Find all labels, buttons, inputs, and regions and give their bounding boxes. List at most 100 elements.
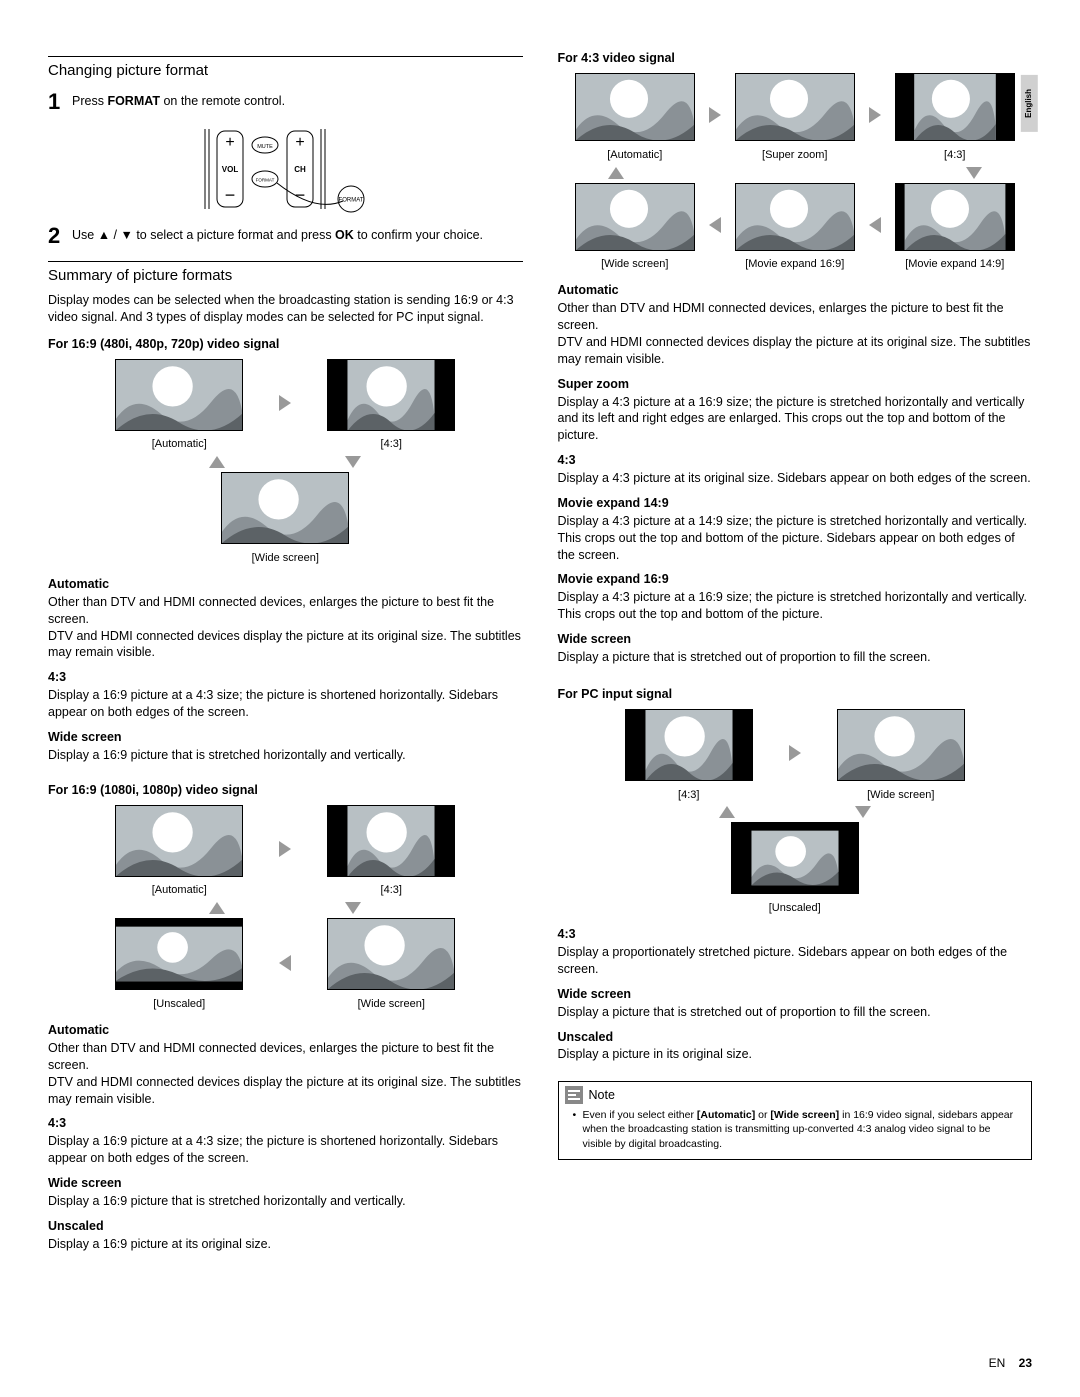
- sig3-cap-sz: [Super zoom]: [735, 148, 855, 163]
- format-description: Display a 16:9 picture at a 4:3 size; th…: [48, 1133, 523, 1167]
- arrow-left-icon: [279, 955, 291, 971]
- sig4-cap-wide: [Wide screen]: [837, 788, 965, 803]
- sig2-thumb-auto: [115, 805, 243, 877]
- arrow-right-icon: [789, 745, 801, 761]
- sig3-thumbs: [Automatic] [Super zoom] [4:3]: [558, 73, 1033, 272]
- sig3-cap-43: [4:3]: [895, 148, 1015, 163]
- svg-text:FORMAT: FORMAT: [256, 177, 275, 182]
- sig3-thumb-sz: [735, 73, 855, 141]
- heading-summary: Summary of picture formats: [48, 266, 523, 286]
- sig3-thumb-43: [895, 73, 1015, 141]
- sig3-thumb-wide: [575, 183, 695, 251]
- note-icon: [565, 1086, 583, 1104]
- format-description: Display a 16:9 picture that is stretched…: [48, 747, 523, 764]
- step-1: 1 Press FORMAT on the remote control.: [48, 87, 523, 117]
- step-1-format-key: FORMAT: [107, 94, 160, 108]
- sig3-thumb-me149: [895, 183, 1015, 251]
- format-name: Movie expand 16:9: [558, 571, 1033, 588]
- svg-text:−: −: [295, 185, 306, 205]
- arrow-left-icon: [869, 217, 881, 233]
- arrow-down-icon: [966, 167, 982, 179]
- language-tab: English: [1021, 75, 1038, 132]
- sig2-title: For 16:9 (1080i, 1080p) video signal: [48, 782, 523, 799]
- arrow-right-icon: [709, 107, 721, 123]
- format-description: Display a 16:9 picture at its original s…: [48, 1236, 523, 1253]
- heading-changing-format: Changing picture format: [48, 61, 523, 81]
- arrow-down-icon: [345, 456, 361, 468]
- sig2-thumb-43: [327, 805, 455, 877]
- format-name: Wide screen: [48, 1175, 523, 1192]
- page-content: Changing picture format 1 Press FORMAT o…: [0, 0, 1080, 1293]
- format-name: Automatic: [48, 1022, 523, 1039]
- page-footer: EN 23: [989, 1355, 1032, 1371]
- arrow-up-icon: [209, 456, 225, 468]
- format-name: 4:3: [48, 669, 523, 686]
- svg-text:+: +: [296, 134, 305, 151]
- svg-text:+: +: [226, 134, 235, 151]
- sig3-cap-auto: [Automatic]: [575, 148, 695, 163]
- sig4-thumb-43: [625, 709, 753, 781]
- sig2-cap-43: [4:3]: [327, 883, 455, 898]
- format-description: Other than DTV and HDMI connected device…: [48, 1040, 523, 1108]
- sig1-cap-43: [4:3]: [327, 437, 455, 452]
- sig2-thumb-wide: [327, 918, 455, 990]
- svg-text:VOL: VOL: [222, 165, 239, 174]
- format-description: Display a 16:9 picture at a 4:3 size; th…: [48, 687, 523, 721]
- format-description: Display a picture that is stretched out …: [558, 649, 1033, 666]
- sig1-thumb-auto: [115, 359, 243, 431]
- sig1-title: For 16:9 (480i, 480p, 720p) video signal: [48, 336, 523, 353]
- sig1-thumbs: [Automatic] [4:3] [Wide screen]: [48, 359, 523, 566]
- format-name: Wide screen: [558, 631, 1033, 648]
- step-2-text-a: Use ▲ / ▼ to select a picture format and…: [72, 228, 335, 242]
- sig3-cap-me169: [Movie expand 16:9]: [735, 257, 855, 272]
- note-box: Note Even if you select either [Automati…: [558, 1081, 1033, 1160]
- sig3-descriptions: AutomaticOther than DTV and HDMI connect…: [558, 282, 1033, 666]
- sig4-descriptions: 4:3Display a proportionately stretched p…: [558, 926, 1033, 1063]
- left-column: Changing picture format 1 Press FORMAT o…: [48, 50, 523, 1253]
- format-name: Movie expand 14:9: [558, 495, 1033, 512]
- sig3-thumb-me169: [735, 183, 855, 251]
- format-name: 4:3: [48, 1115, 523, 1132]
- arrow-down-icon: [345, 902, 361, 914]
- arrow-down-icon: [855, 806, 871, 818]
- arrow-right-icon: [869, 107, 881, 123]
- footer-lang: EN: [989, 1356, 1006, 1370]
- sig4-thumbs: [4:3] [Wide screen] [Unscaled]: [558, 709, 1033, 916]
- format-name: Unscaled: [48, 1218, 523, 1235]
- format-name: Super zoom: [558, 376, 1033, 393]
- format-name: 4:3: [558, 926, 1033, 943]
- arrow-right-icon: [279, 841, 291, 857]
- sig2-thumb-unscaled: [115, 918, 243, 990]
- format-description: Other than DTV and HDMI connected device…: [48, 594, 523, 662]
- sig4-cap-43: [4:3]: [625, 788, 753, 803]
- arrow-up-icon: [608, 167, 624, 179]
- sig1-cap-wide: [Wide screen]: [48, 551, 523, 566]
- format-description: Display a picture in its original size.: [558, 1046, 1033, 1063]
- arrow-left-icon: [709, 217, 721, 233]
- sig2-cap-wide: [Wide screen]: [327, 997, 455, 1012]
- sig4-thumb-wide: [837, 709, 965, 781]
- sig3-cap-wide: [Wide screen]: [575, 257, 695, 272]
- sig3-title: For 4:3 video signal: [558, 50, 1033, 67]
- sig1-thumb-wide: [221, 472, 349, 544]
- sig1-thumb-43: [327, 359, 455, 431]
- format-name: Automatic: [48, 576, 523, 593]
- right-column: For 4:3 video signal [Automatic] [Super …: [558, 50, 1033, 1253]
- format-description: Display a 4:3 picture at a 16:9 size; th…: [558, 394, 1033, 445]
- format-description: Display a 16:9 picture that is stretched…: [48, 1193, 523, 1210]
- format-name: 4:3: [558, 452, 1033, 469]
- sig1-cap-auto: [Automatic]: [115, 437, 243, 452]
- format-name: Wide screen: [558, 986, 1033, 1003]
- note-label: Note: [589, 1087, 615, 1104]
- format-name: Unscaled: [558, 1029, 1033, 1046]
- sig2-descriptions: AutomaticOther than DTV and HDMI connect…: [48, 1022, 523, 1253]
- svg-text:MUTE: MUTE: [257, 144, 273, 150]
- arrow-up-icon: [209, 902, 225, 914]
- format-description: Other than DTV and HDMI connected device…: [558, 300, 1033, 368]
- summary-intro: Display modes can be selected when the b…: [48, 292, 523, 326]
- format-description: Display a 4:3 picture at a 14:9 size; th…: [558, 513, 1033, 564]
- step-2: 2 Use ▲ / ▼ to select a picture format a…: [48, 221, 523, 251]
- sig4-thumb-unscaled: [731, 822, 859, 894]
- step-2-ok-key: OK: [335, 228, 354, 242]
- step-1-text-c: on the remote control.: [160, 94, 285, 108]
